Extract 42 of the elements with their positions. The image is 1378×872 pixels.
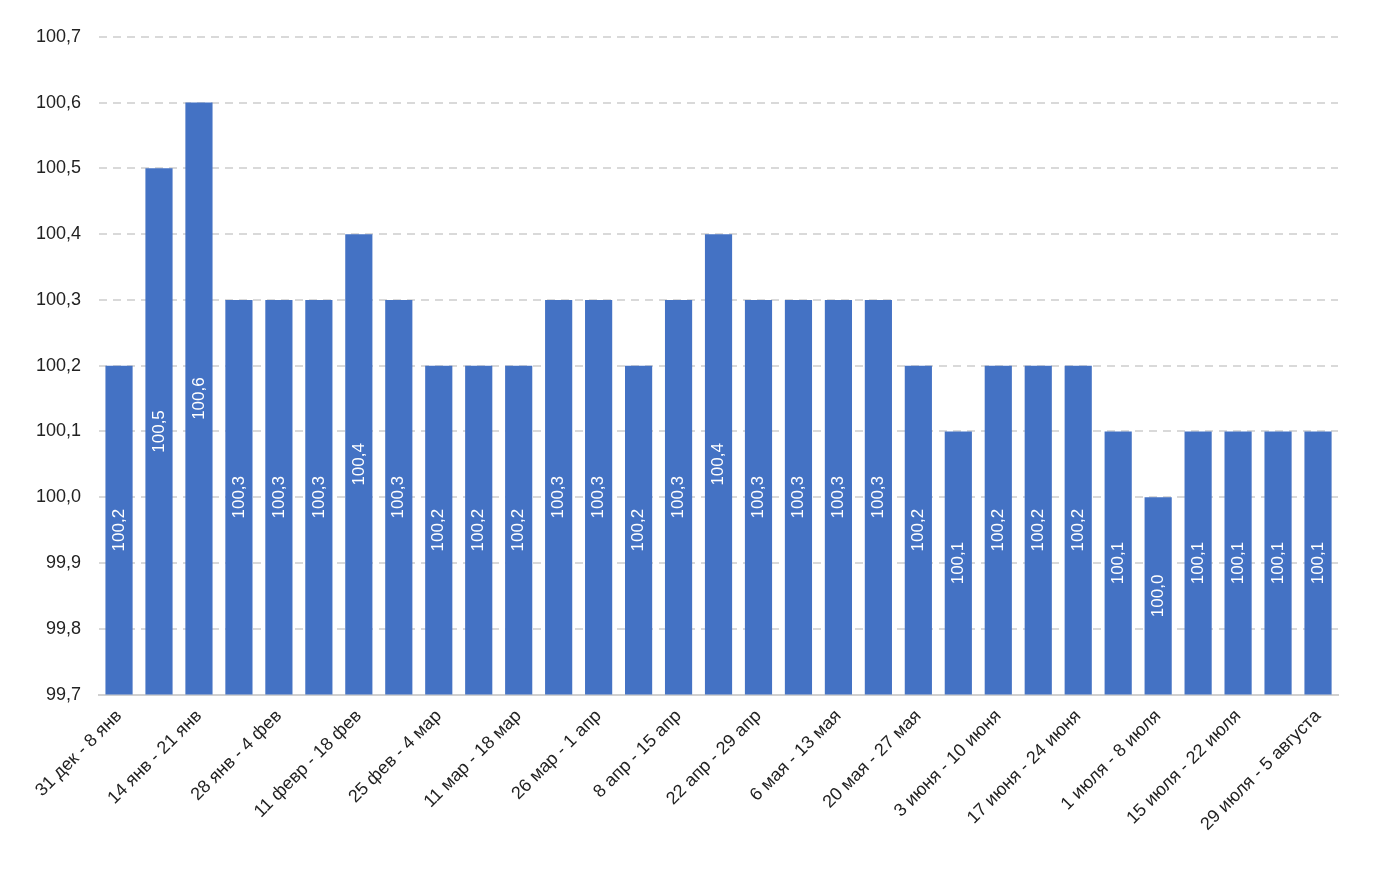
y-tick-label: 100,6 <box>36 91 82 112</box>
data-label: 100,1 <box>1307 541 1327 585</box>
data-label: 100,1 <box>948 541 968 585</box>
data-label: 100,3 <box>828 475 848 519</box>
data-label: 100,2 <box>508 508 528 552</box>
data-label: 100,3 <box>868 475 888 519</box>
y-tick-label: 100,7 <box>36 25 82 46</box>
data-label: 100,3 <box>748 475 768 519</box>
data-label: 100,3 <box>308 475 328 519</box>
data-label: 100,2 <box>987 508 1007 552</box>
data-label: 100,2 <box>1067 508 1087 552</box>
y-tick-label: 99,7 <box>46 683 82 704</box>
data-label: 100,3 <box>388 475 408 519</box>
y-tick-label: 99,9 <box>46 551 82 572</box>
data-label: 100,1 <box>1187 541 1207 585</box>
data-label: 100,0 <box>1147 574 1167 618</box>
data-label: 100,4 <box>348 443 368 486</box>
data-label: 100,3 <box>668 475 688 519</box>
y-tick-label: 100,2 <box>36 354 82 375</box>
data-label: 100,3 <box>268 475 288 519</box>
data-label: 100,6 <box>188 377 208 420</box>
data-label: 100,2 <box>1027 508 1047 552</box>
y-tick-label: 99,8 <box>46 617 82 638</box>
data-label: 100,2 <box>468 508 488 552</box>
y-tick-label: 100,1 <box>36 420 82 441</box>
data-label: 100,2 <box>428 508 448 552</box>
y-tick-label: 100,3 <box>36 288 82 309</box>
data-label: 100,5 <box>148 410 168 453</box>
data-label: 100,2 <box>108 508 128 552</box>
data-label: 100,3 <box>788 475 808 519</box>
data-label: 100,1 <box>1267 541 1287 585</box>
data-label: 100,3 <box>588 475 608 519</box>
data-label: 100,1 <box>1107 541 1127 585</box>
data-label: 100,2 <box>908 508 928 552</box>
data-label: 100,1 <box>1227 541 1247 585</box>
y-tick-label: 100,5 <box>36 157 82 178</box>
y-tick-label: 100,4 <box>36 223 82 244</box>
data-label: 100,3 <box>228 475 248 519</box>
data-label: 100,2 <box>628 508 648 552</box>
data-label: 100,4 <box>708 443 728 486</box>
data-label: 100,3 <box>548 475 568 519</box>
y-tick-label: 100,0 <box>36 486 82 507</box>
